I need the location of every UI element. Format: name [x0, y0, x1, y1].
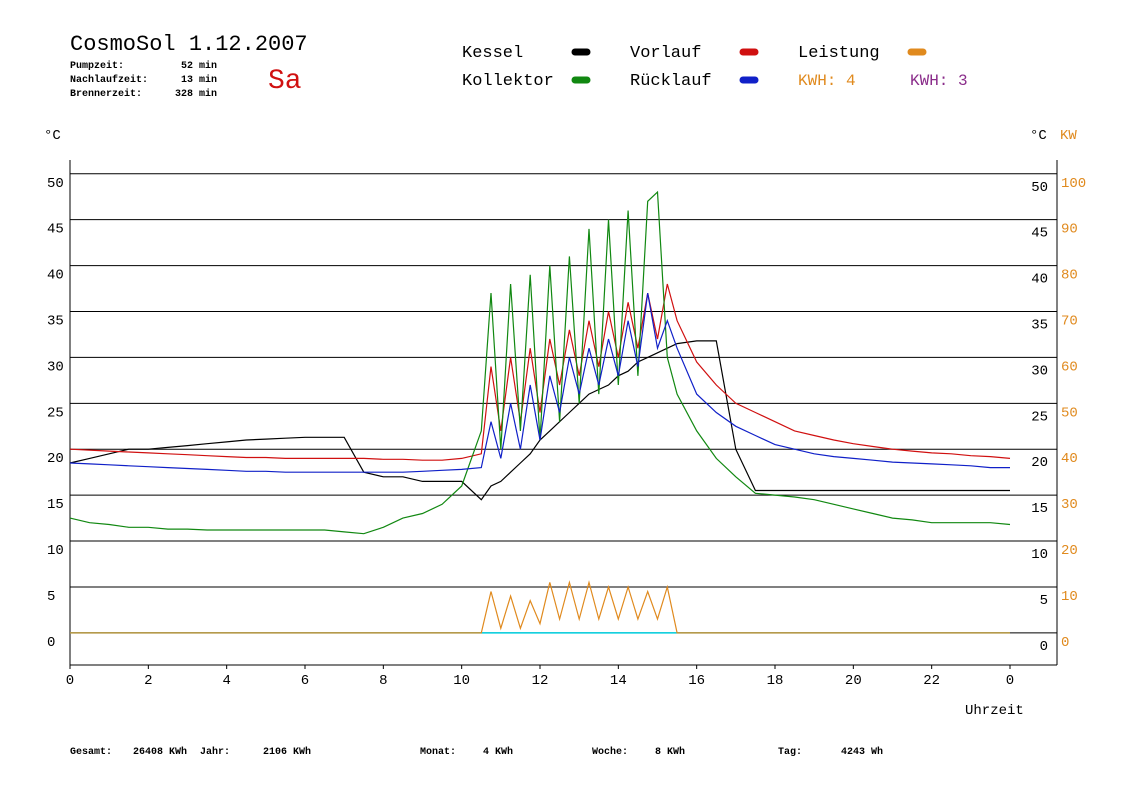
footer-value: 4243 Wh: [841, 746, 883, 758]
footer-value: 4 KWh: [483, 746, 513, 758]
kwh-label: KWH: 3: [910, 72, 968, 90]
legend-label: Rücklauf: [630, 72, 712, 91]
y-tick-label: 25: [47, 405, 64, 421]
title: CosmoSol 1.12.2007: [70, 32, 308, 57]
y2-tick-label: 20: [1061, 543, 1078, 559]
footer-value: 26408 KWh: [133, 746, 187, 758]
day: Sa: [268, 66, 302, 97]
y2c-tick-label: 30: [1031, 363, 1048, 379]
legend-label: Leistung: [798, 44, 880, 63]
y-tick-label: 20: [47, 451, 64, 467]
y-tick-label: 10: [47, 543, 64, 559]
y2-tick-label: 40: [1061, 451, 1078, 467]
y-tick-label: 5: [47, 589, 55, 605]
footer-label: Jahr:: [200, 746, 230, 758]
x-tick-label: 22: [923, 673, 940, 689]
y2c-tick-label: 15: [1031, 501, 1048, 517]
x-tick-label: 0: [1006, 673, 1014, 689]
x-tick-label: 10: [453, 673, 470, 689]
footer-value: 2106 KWh: [263, 746, 311, 758]
y-tick-label: 15: [47, 497, 64, 513]
series-line: [69, 283, 1011, 461]
stat-value: 52 min: [181, 60, 217, 72]
x-tick-label: 4: [222, 673, 230, 689]
y2-tick-label: 90: [1061, 222, 1078, 238]
y2-tick-label: 80: [1061, 268, 1078, 284]
y2-tick-label: 0: [1061, 635, 1069, 651]
y2c-tick-label: 5: [1040, 593, 1048, 609]
footer-value: 8 KWh: [655, 746, 685, 758]
y-tick-label: 45: [47, 222, 64, 238]
x-tick-label: 20: [845, 673, 862, 689]
y2c-axis-label: °C: [1030, 128, 1047, 144]
x-tick-label: 0: [66, 673, 74, 689]
x-tick-label: 6: [301, 673, 309, 689]
series-line: [69, 292, 1010, 473]
legend-label: Kollektor: [462, 72, 554, 91]
x-tick-label: 14: [610, 673, 627, 689]
y2c-tick-label: 25: [1031, 409, 1048, 425]
footer-label: Gesamt:: [70, 747, 112, 758]
series-line: [69, 190, 1011, 535]
x-axis-label: Uhrzeit: [965, 703, 1024, 719]
footer-label: Woche:: [592, 746, 628, 758]
x-tick-label: 2: [144, 673, 152, 689]
x-tick-label: 16: [688, 673, 705, 689]
y2-tick-label: 10: [1061, 589, 1078, 605]
stat-value: 328 min: [175, 88, 217, 100]
stat-label: Pumpzeit:: [70, 60, 124, 72]
footer-label: Monat:: [420, 747, 456, 758]
y2-tick-label: 70: [1061, 314, 1078, 330]
y2-tick-label: 50: [1061, 405, 1078, 421]
y-tick-label: 40: [47, 268, 64, 284]
legend-label: Vorlauf: [630, 44, 701, 63]
y2c-tick-label: 50: [1031, 180, 1048, 196]
stat-label: Brennerzeit:: [70, 88, 142, 100]
y-tick-label: 35: [47, 314, 64, 330]
y-tick-label: 50: [47, 176, 64, 192]
series-line: [69, 340, 1010, 501]
kwh-label: KWH: 4: [798, 72, 856, 90]
y-tick-label: 30: [47, 359, 64, 375]
y-tick-label: 0: [47, 635, 55, 651]
y2-tick-label: 30: [1061, 497, 1078, 513]
y2-tick-label: 60: [1061, 359, 1078, 375]
x-tick-label: 12: [532, 673, 549, 689]
x-tick-label: 8: [379, 673, 387, 689]
y-axis-label: °C: [44, 128, 61, 144]
y2c-tick-label: 10: [1031, 547, 1048, 563]
y2-axis-label: KW: [1060, 128, 1077, 144]
y2-tick-label: 100: [1061, 176, 1086, 192]
stat-label: Nachlaufzeit:: [70, 74, 148, 86]
stat-value: 13 min: [181, 74, 217, 86]
x-tick-label: 18: [767, 673, 784, 689]
series-line: [70, 580, 1010, 634]
legend-label: Kessel: [462, 44, 523, 63]
y2c-tick-label: 20: [1031, 455, 1048, 471]
y2c-tick-label: 35: [1031, 318, 1048, 334]
footer-label: Tag:: [778, 747, 802, 758]
y2c-tick-label: 40: [1031, 272, 1048, 288]
y2c-tick-label: 45: [1031, 226, 1048, 242]
y2c-tick-label: 0: [1040, 639, 1048, 655]
